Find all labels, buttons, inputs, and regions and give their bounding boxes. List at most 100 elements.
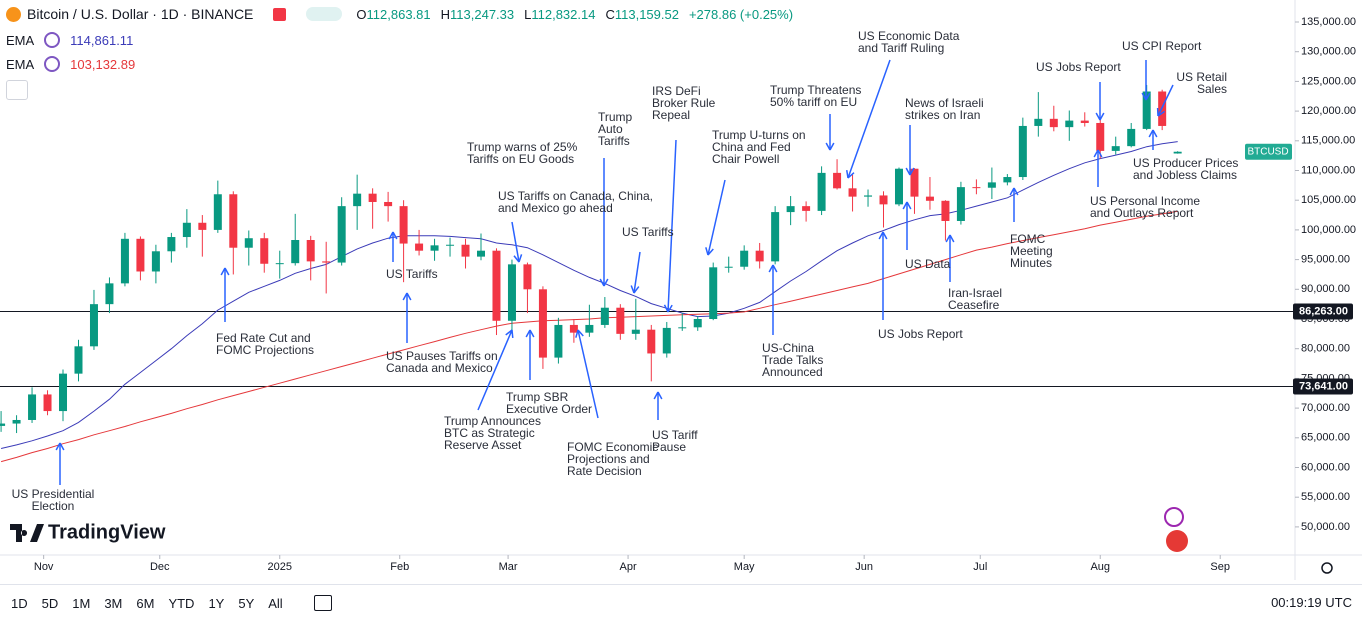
logo-mark [10,524,44,542]
y-tick-label: 55,000.00 [1301,491,1350,503]
arrow-head [1141,92,1147,101]
symbol-label-bg [1245,143,1292,160]
candle-body [260,238,269,264]
candle-body [322,261,331,263]
candle-body [879,195,888,205]
quote-key: L [524,6,532,22]
annotation: Trump Announces BTC as Strategic Reserve… [444,414,541,452]
price-line-label: 73,641.00 [1299,380,1348,392]
annotation: US-China Trade Talks Announced [762,341,824,379]
annotation-arrow [707,179,726,256]
title-row: Bitcoin / U.S. Dollar · 1D · BINANCE O 112… [6,6,798,22]
annotation: US CPI Report [1122,39,1202,53]
quote-change: +278.86 (+0.25%) [688,6,794,22]
quote-value: 113,247.33 [450,6,515,22]
range-button[interactable]: 1M [72,595,91,611]
badge-flag [1166,530,1188,552]
arrow-head [667,304,673,313]
range-button[interactable]: 6M [136,595,155,611]
candle-body [1065,120,1074,128]
y-tick-label: 130,000.00 [1301,46,1356,58]
candle-body [972,187,981,189]
annotation: IRS DeFi Broker Rule Repeal [652,84,716,122]
candle-body [0,423,6,426]
arrow-head [1148,129,1154,138]
range-button[interactable]: 3M [104,595,123,611]
bottom-toolbar: 00:19:19 UTC 1D 5D 1M 3M 6M YTD 1Y 5Y All [0,584,1362,621]
candle-body [507,264,516,321]
candle-body [616,307,625,334]
arrow-head [505,329,513,336]
x-tick-label: Mar [499,561,518,573]
annotation: US Data [905,257,951,271]
range-button[interactable]: 5D [41,595,59,611]
x-tick-label: May [734,561,755,573]
arrow-head [513,255,520,263]
candle-body [120,238,129,284]
candle-body [647,329,656,354]
chart-title: Bitcoin / U.S. Dollar · 1D · BINANCE [27,6,254,22]
annotation: US Producer Prices and Jobless Claims [1133,156,1239,182]
candle-body [74,346,83,374]
arrow-head [220,267,226,276]
arrow-head [906,201,912,210]
annotation-arrow [1157,84,1174,117]
plot-area [0,0,1295,555]
date-range-icon[interactable] [313,595,332,611]
arrow-head [633,286,640,294]
annotation: Trump Auto Tariffs [598,110,633,148]
arrow-head [511,329,514,339]
logo-text: TradingView [48,521,166,543]
candle-body [306,239,315,262]
arrow-head [1009,187,1015,196]
chart: 50,000.00 55,000.00 60,000.00 65,000.00 70,0… [0,0,1362,580]
candle-body [430,245,439,251]
alert-icon[interactable] [273,7,287,21]
arrow-head [1152,129,1158,138]
candle-body [1080,120,1089,123]
candle-body [1142,91,1151,129]
candle-body [941,200,950,221]
quote-key: H [440,6,451,22]
arrow-head [525,329,531,338]
quote-value: 112,863.81 [366,6,431,22]
candle-body [740,250,749,267]
indicator-name: EMA [6,56,35,72]
candle-body [12,419,21,424]
arrow-head [388,231,394,240]
candle-body [415,243,424,251]
arrow-head [1013,187,1019,196]
candle-body [43,394,52,412]
range-button[interactable]: All [268,595,283,611]
range-button[interactable]: 1Y [208,595,225,611]
price-line-label-bg [1293,378,1353,395]
arrow-head [599,278,605,287]
collapse-button[interactable] [6,80,28,100]
range-button[interactable]: 5Y [238,595,255,611]
price-line-label: 86,263.00 [1299,305,1348,317]
range-button[interactable]: YTD [168,595,195,611]
arrow-head [847,172,855,179]
arrow-head [402,292,408,301]
annotation: US Tariffs on Canada, China, and Mexico … [498,189,653,215]
arrow-head [825,142,831,151]
y-tick-label: 105,000.00 [1301,194,1356,206]
compare-icon[interactable] [306,7,343,21]
range-button[interactable]: 1D [11,595,28,611]
annotation: Iran-Israel Ceasefire [948,286,1003,312]
arrow-head [909,167,915,176]
indicator-row: EMA 103,132.89 [6,56,136,72]
arrow-head [1093,149,1099,158]
candle-body [59,373,68,412]
candle-body [492,250,501,321]
x-tick-label: Jun [855,561,873,573]
candle-body [446,244,455,246]
arrow-head [518,254,523,263]
logo: TradingView [10,521,166,543]
y-tick-label: 95,000.00 [1301,254,1350,266]
annotation: Trump SBR Executive Order [506,390,593,416]
annotation-arrow [577,329,599,419]
arrow-head [224,267,230,276]
candle-body [275,263,284,265]
annotation: US Economic Data and Tariff Ruling [858,29,960,55]
